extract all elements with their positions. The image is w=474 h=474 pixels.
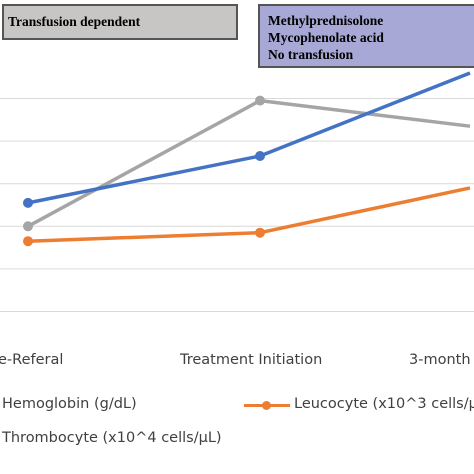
data-point-thrombocyte-0 [23,221,33,232]
legend-label-thrombocyte: Thrombocyte (x10^4 cells/µL) [2,430,222,446]
treatment-annotation: Methylprednisolone Mycophenolate acid No… [258,4,474,68]
legend-label-hemoglobin: Hemoglobin (g/dL) [2,396,137,412]
series-lines [23,71,471,247]
annotation-line-2: Mycophenolate acid [268,30,384,45]
legend-marker-leucocyte [262,401,271,410]
annotation-line-3: No transfusion [268,47,354,62]
data-point-leucocyte-1 [255,227,265,238]
data-point-hemoglobin-1 [255,151,265,162]
gridlines [0,98,474,312]
data-point-thrombocyte-1 [255,95,265,106]
series-line-thrombocyte [27,98,471,228]
legend-label-leucocyte: Leucocyte (x10^3 cells/µL) [294,396,474,412]
data-point-hemoglobin-0 [23,197,33,208]
annotation-line-1: Methylprednisolone [268,13,384,28]
x-tick-label-treatment-initiation: Treatment Initiation [180,352,323,368]
series-line-leucocyte [27,186,471,243]
x-tick-label-3-month: 3-month [409,352,471,368]
annotation-phase-1-text: Transfusion dependent [8,14,141,29]
x-tick-label-e-referal: e-Referal [0,352,64,368]
transfusion-dependent-annotation: Transfusion dependent [2,4,238,40]
data-point-leucocyte-0 [23,236,33,247]
